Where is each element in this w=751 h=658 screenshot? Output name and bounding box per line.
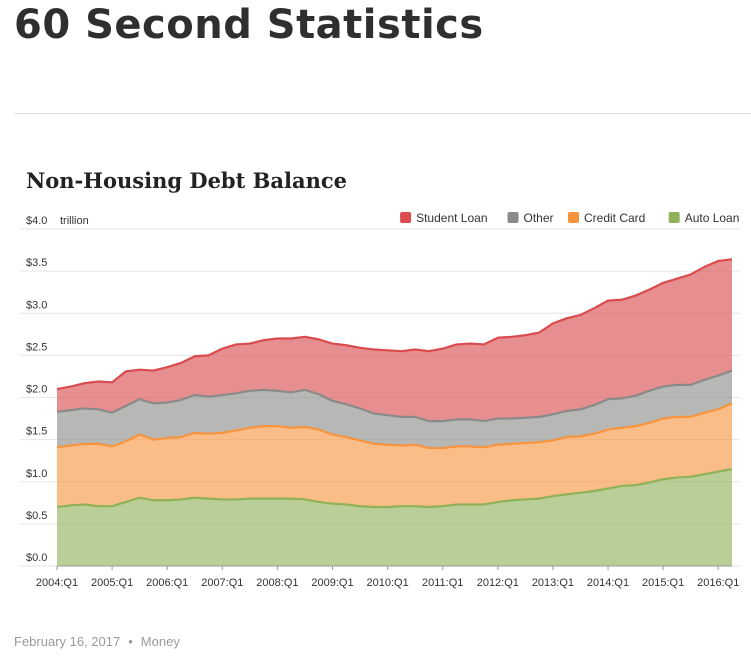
- y-tick-label: $1.5: [26, 426, 47, 438]
- x-tick-label: 2006:Q1: [146, 577, 188, 589]
- x-tick-label: 2005:Q1: [91, 577, 133, 589]
- post-category-link[interactable]: Money: [140, 634, 180, 649]
- post-date: February 16, 2017: [14, 634, 121, 649]
- area-other: [57, 370, 732, 449]
- post-meta: February 16, 2017 • Money: [14, 634, 180, 649]
- area-credit-card: [57, 403, 732, 508]
- x-tick-label: 2009:Q1: [311, 577, 353, 589]
- x-tick-label: 2012:Q1: [477, 577, 519, 589]
- page-title: 60 Second Statistics: [14, 2, 484, 48]
- x-tick-label: 2016:Q1: [697, 577, 739, 589]
- legend-swatch: [507, 212, 519, 223]
- legend-swatch: [568, 212, 579, 223]
- legend-label: Student Loan: [416, 211, 487, 225]
- x-tick-label: 2008:Q1: [256, 577, 298, 589]
- y-tick-label: $2.0: [26, 384, 47, 396]
- legend-label: Credit Card: [584, 211, 645, 225]
- y-tick-label: $4.0: [26, 215, 47, 227]
- x-tick-label: 2013:Q1: [532, 577, 574, 589]
- meta-separator: •: [128, 634, 133, 649]
- legend-swatch: [400, 212, 412, 223]
- area-student-loan: [57, 259, 732, 422]
- area-auto-loan: [57, 469, 732, 566]
- line-auto-loan: [56, 468, 733, 509]
- legend-label: Auto Loan: [685, 211, 740, 225]
- chart-container: Non-Housing Debt Balance $0.0 $0.5 $1.0 $1.…: [0, 150, 751, 610]
- y-tick-label: $3.0: [26, 299, 47, 311]
- y-tick-label: $0.5: [26, 510, 47, 522]
- x-tick-label: 2007:Q1: [201, 577, 243, 589]
- divider: [14, 113, 751, 114]
- y-tick-label: $0.0: [26, 552, 47, 564]
- x-tick-label: 2015:Q1: [642, 577, 684, 589]
- x-tick-label: 2004:Q1: [36, 577, 78, 589]
- y-tick-label: $3.5: [26, 257, 47, 269]
- legend-swatch: [668, 212, 680, 223]
- line-other: [56, 369, 733, 423]
- stacked-area-chart: $0.0 $0.5 $1.0 $1.5 $2.0 $2.5 $3.0 $3.5 $4.0 tril…: [20, 211, 740, 589]
- chart-title: Non-Housing Debt Balance: [26, 168, 347, 193]
- x-tick-label: 2014:Q1: [587, 577, 629, 589]
- line-credit-card: [56, 402, 733, 450]
- y-tick-label: $1.0: [26, 468, 47, 480]
- y-unit-label: trillion: [60, 215, 89, 227]
- line-student-loan: [56, 258, 733, 391]
- x-tick-label: 2011:Q1: [422, 577, 463, 589]
- x-tick-label: 2010:Q1: [367, 577, 409, 589]
- y-tick-label: $2.5: [26, 341, 47, 353]
- legend-label: Other: [524, 211, 554, 225]
